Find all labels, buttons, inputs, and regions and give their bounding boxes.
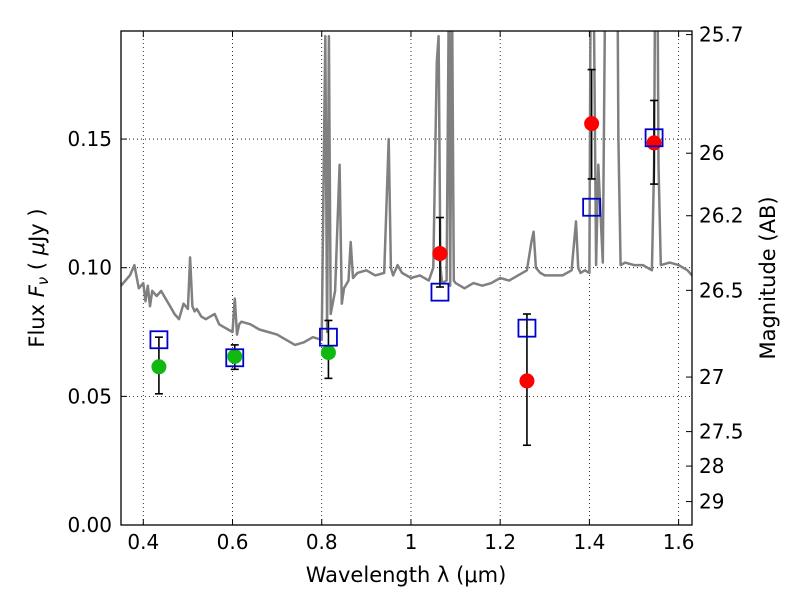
model-square: [225, 348, 245, 368]
right-tick-label: 26.5: [699, 278, 744, 302]
model-square: [582, 197, 602, 217]
red-data-point: [432, 246, 448, 262]
right-axis-label: Magnitude (AB): [756, 196, 780, 359]
red-data-point: [519, 373, 535, 389]
plot-background: [121, 31, 692, 525]
y-tick-label: 0.10: [67, 256, 112, 280]
green-data-point: [320, 345, 336, 361]
x-tick-label: 1.6: [663, 530, 695, 554]
right-tick-label: 27: [699, 365, 724, 389]
right-tick-label: 27.5: [699, 420, 744, 444]
x-tick-label: 0.8: [306, 530, 338, 554]
plot-data: [121, 31, 692, 447]
right-tick-label: 28: [699, 454, 724, 478]
y-axis-label-symbol: F: [25, 284, 49, 297]
right-tick-label: 25.7: [699, 23, 744, 47]
y-axis-label-mu: μ: [25, 242, 49, 256]
spectrum-line: [121, 31, 692, 347]
green-data-point: [227, 348, 243, 364]
right-tick-label: 29: [699, 490, 724, 514]
x-axis-label: Wavelength λ (μm): [306, 563, 507, 587]
y-axis-label-unit: Jy ): [25, 208, 49, 244]
model-square: [517, 318, 537, 338]
y-tick-label: 0.05: [67, 384, 112, 408]
right-tick-label: 26.2: [699, 204, 744, 228]
right-tick-label: 26: [699, 141, 724, 165]
axis-ticks: 0.4 0.6 0.8 1 1.2 1.4 1.6 0.00 0.05 0.10 0.15 25.7 2…: [67, 23, 743, 554]
y-tick-label: 0.00: [67, 513, 112, 537]
x-tick-label: 1.4: [573, 530, 605, 554]
model-square: [430, 282, 450, 302]
red-data-point: [584, 116, 600, 132]
red-data-point: [646, 135, 662, 151]
green-data-point: [151, 359, 167, 375]
model-square: [319, 327, 338, 347]
x-tick-label: 1: [405, 530, 418, 554]
y-tick-label: 0.15: [67, 127, 112, 151]
x-tick-label: 0.6: [217, 530, 249, 554]
y-axis-label-subscript: ν: [34, 277, 52, 285]
plot-frame: [120, 30, 693, 526]
model-square: [149, 330, 169, 350]
model-square: [644, 128, 664, 148]
y-axis-label-prefix: Flux: [25, 297, 49, 347]
x-tick-label: 0.4: [127, 530, 159, 554]
y-axis-label-open-paren: (: [25, 255, 49, 277]
y-axis-label: Flux Fν ( μJy ): [25, 208, 52, 347]
x-tick-label: 1.2: [484, 530, 516, 554]
